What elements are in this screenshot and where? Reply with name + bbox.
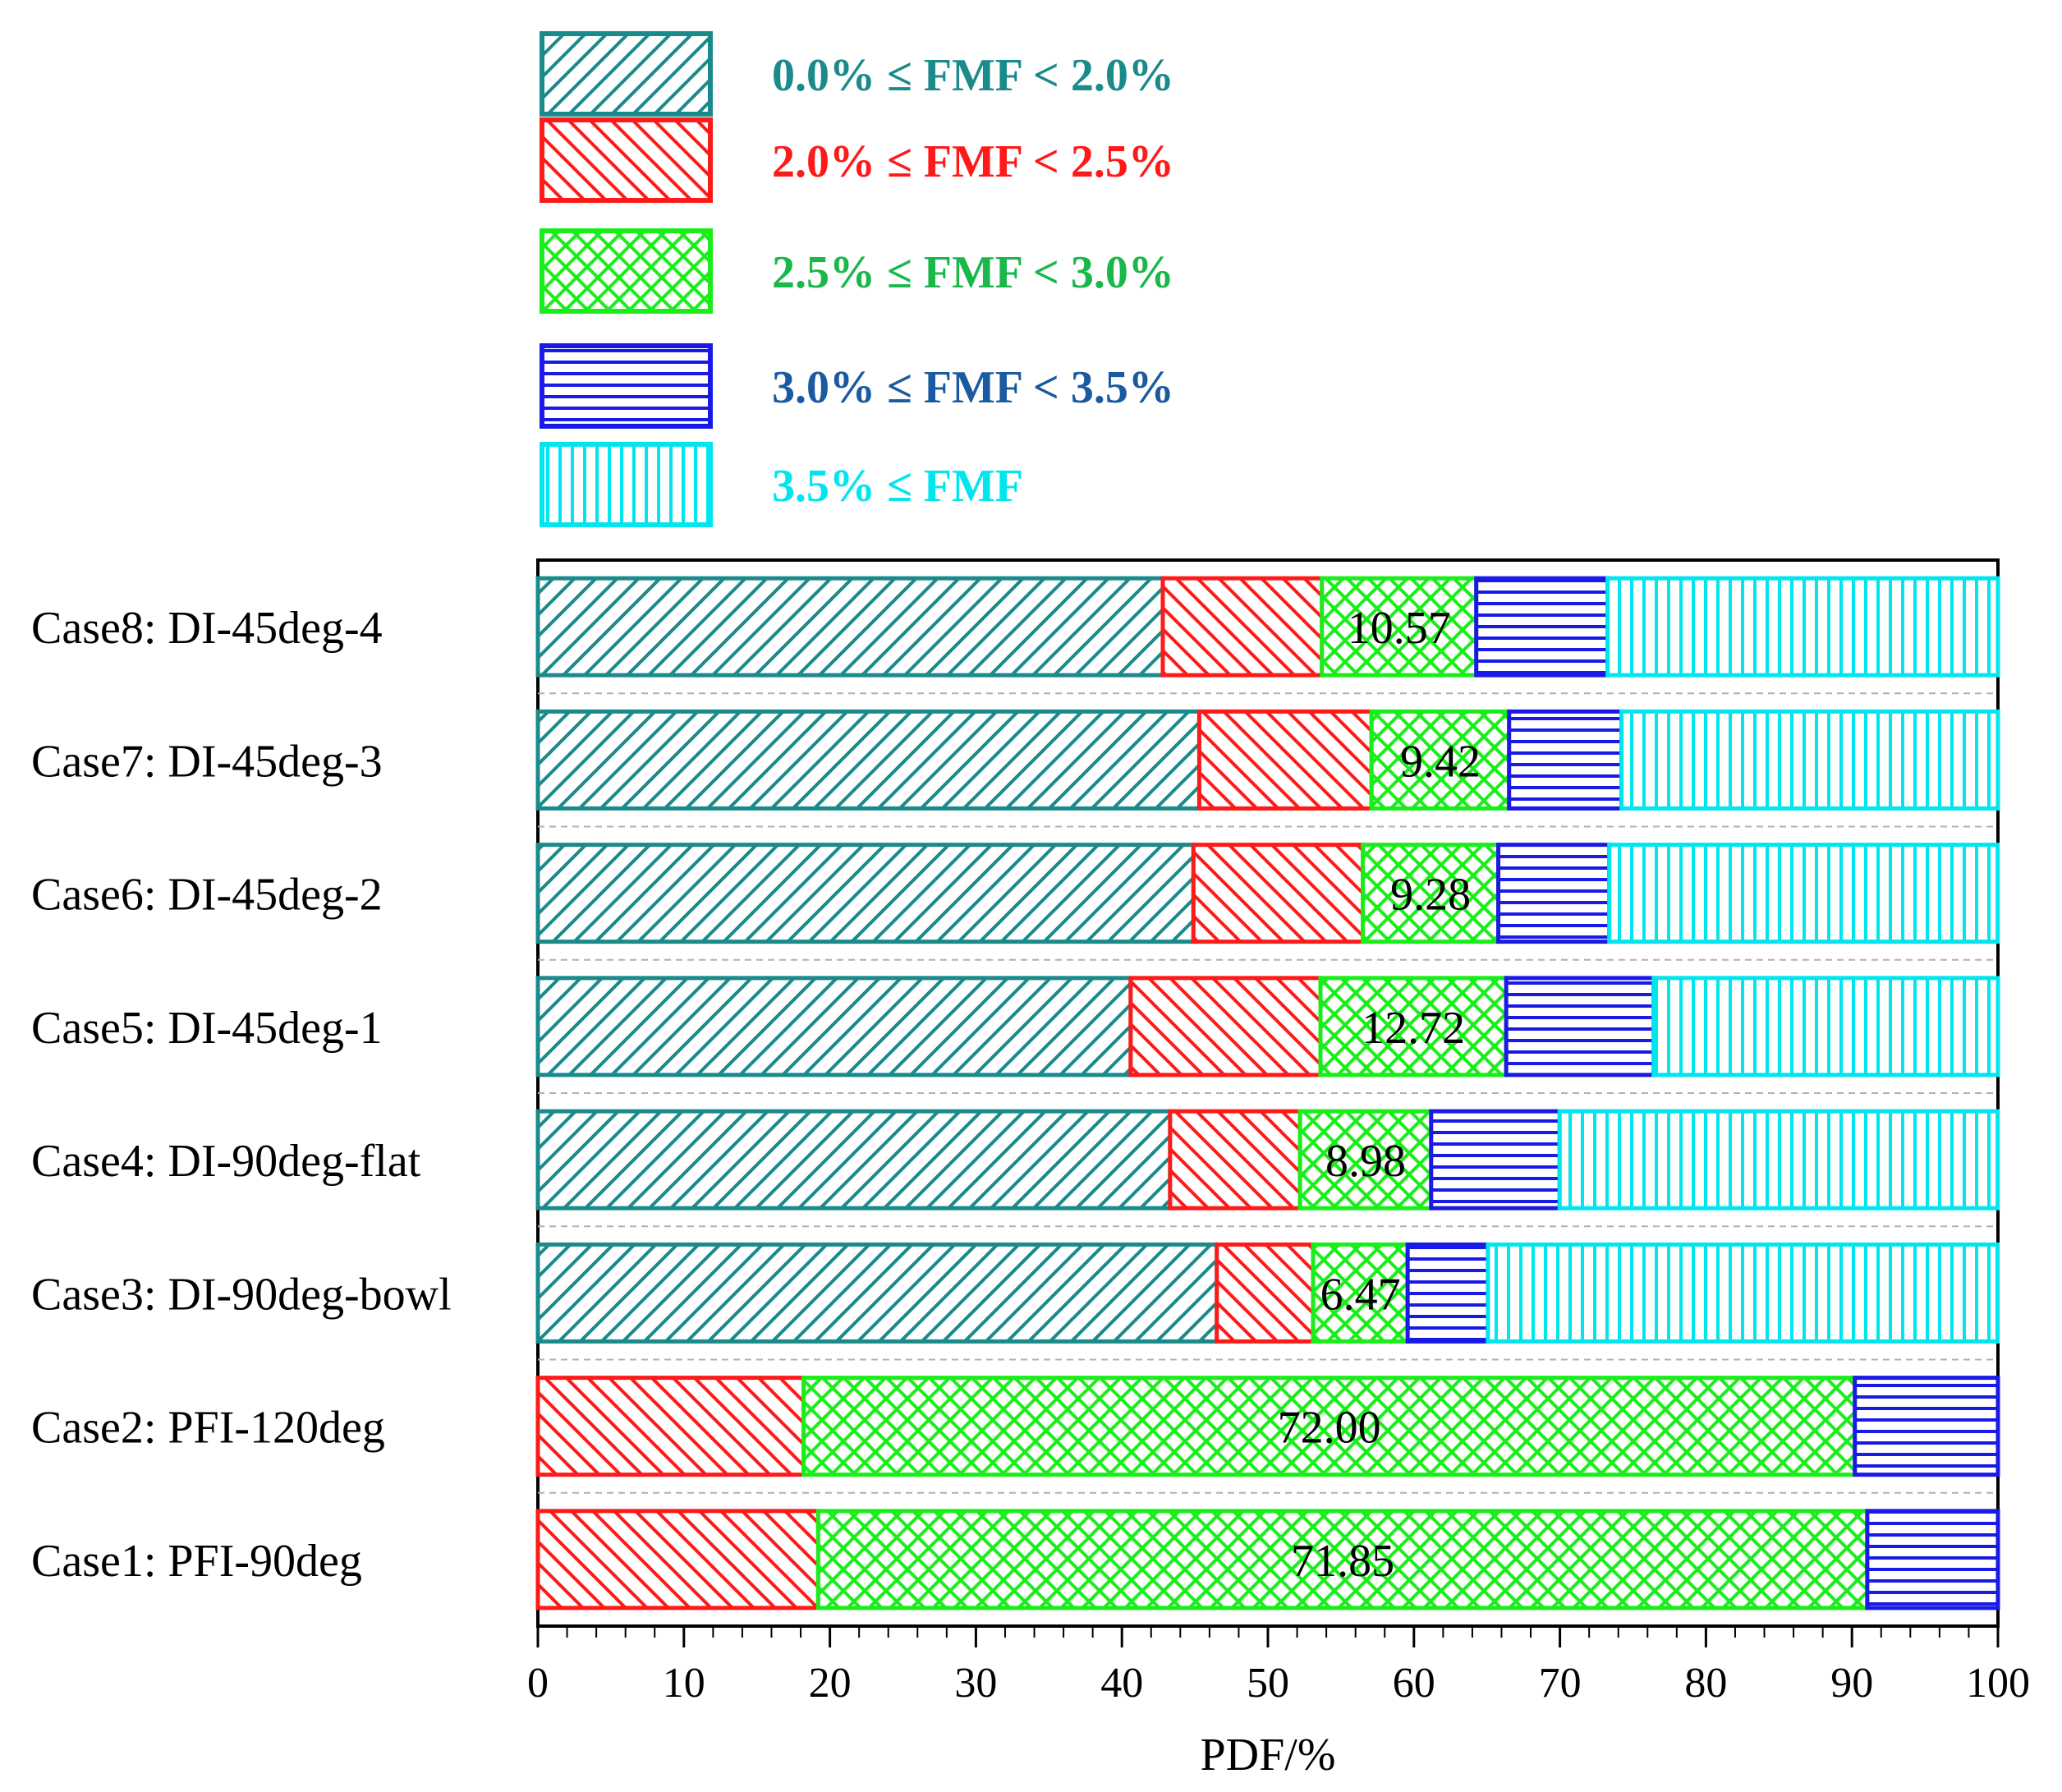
x-tick-label: 40 (1100, 1660, 1143, 1707)
category-label: Case5: DI-45deg-1 (31, 1003, 383, 1054)
bar-segment-case8-series5 (1605, 576, 2000, 678)
bar-segment-case8-series4 (1474, 576, 1610, 678)
bar-segment-case7-series1 (535, 709, 1201, 811)
data-label: 10.57 (1348, 603, 1451, 654)
bar-segment-case6-series1 (535, 843, 1196, 944)
bar-segment-case1-series2 (535, 1509, 820, 1611)
legend-label-1: 0.0% ≤ FMF < 2.0% (772, 50, 1174, 101)
bar-segment-case5-series2 (1128, 976, 1323, 1077)
category-label: Case4: DI-90deg-flat (31, 1136, 421, 1187)
bar-segment-case4-series4 (1429, 1109, 1562, 1211)
x-tick-label: 50 (1247, 1660, 1289, 1707)
bar-segment-case3-series5 (1486, 1242, 2000, 1344)
bar-segment-case7-series5 (1619, 709, 2000, 811)
bar-segment-case2-series2 (535, 1376, 806, 1477)
legend-label-3: 2.5% ≤ FMF < 3.0% (772, 247, 1174, 298)
bar-segment-case3-series1 (535, 1242, 1219, 1344)
x-tick-label: 10 (663, 1660, 705, 1707)
category-label: Case1: PFI-90deg (31, 1536, 362, 1587)
bar-segment-case7-series2 (1196, 709, 1374, 811)
bar-segment-case6-series5 (1607, 843, 2000, 944)
category-label: Case7: DI-45deg-3 (31, 736, 383, 787)
legend-swatch-3 (540, 228, 713, 314)
legend-swatch-5 (540, 442, 713, 527)
bar-segment-case4-series2 (1168, 1109, 1302, 1211)
bar-segment-case1-series3 (815, 1509, 1870, 1611)
bar-segment-case5-series4 (1504, 976, 1656, 1077)
x-tick-label: 60 (1393, 1660, 1435, 1707)
bar-segment-case6-series4 (1496, 843, 1612, 944)
data-label: 8.98 (1325, 1136, 1406, 1187)
x-axis-label: PDF/% (1201, 1730, 1336, 1781)
category-label: Case3: DI-90deg-bowl (31, 1269, 452, 1320)
legend-label-4: 3.0% ≤ FMF < 3.5% (772, 362, 1174, 413)
bar-segment-case3-series2 (1215, 1242, 1316, 1344)
bar-segment-case2-series4 (1853, 1376, 2000, 1477)
data-label: 72.00 (1278, 1403, 1381, 1454)
legend-swatch-2 (540, 117, 713, 203)
bar-segment-case4-series1 (535, 1109, 1173, 1211)
bar-segment-case5-series5 (1651, 976, 2000, 1077)
plot-area: Case8: DI-45deg-4 Case7: DI-45deg-3 Case6:… (31, 558, 2000, 1628)
x-axis: 0 10 20 30 40 50 60 70 80 90 100 PDF/% (527, 1626, 2030, 1781)
bar-segment-case8-series2 (1160, 576, 1325, 678)
data-label: 6.47 (1320, 1269, 1401, 1320)
bar-segment-case8-series1 (535, 576, 1165, 678)
bar-segment-case5-series3 (1318, 976, 1509, 1077)
bar-segment-case7-series4 (1507, 709, 1624, 811)
data-label: 71.85 (1291, 1536, 1394, 1587)
x-tick-label: 90 (1830, 1660, 1873, 1707)
legend-label-2: 2.0% ≤ FMF < 2.5% (772, 136, 1174, 187)
category-label: Case2: PFI-120deg (31, 1403, 385, 1454)
category-label: Case6: DI-45deg-2 (31, 870, 383, 921)
legend-swatch-1 (540, 31, 713, 117)
category-label: Case8: DI-45deg-4 (31, 603, 383, 654)
x-tick-label: 30 (954, 1660, 997, 1707)
bar-segment-case3-series3 (1311, 1242, 1410, 1344)
bar-segment-case8-series3 (1320, 576, 1479, 678)
data-label: 9.42 (1400, 736, 1481, 787)
bar-segment-case6-series2 (1191, 843, 1366, 944)
data-label: 12.72 (1362, 1003, 1465, 1054)
bar-segment-case1-series4 (1865, 1509, 2000, 1611)
bar-segment-case2-series3 (801, 1376, 1858, 1477)
x-tick-label: 100 (1966, 1660, 2030, 1707)
data-label: 9.28 (1390, 870, 1471, 921)
legend-label-5: 3.5% ≤ FMF (772, 461, 1023, 512)
bar-segment-case3-series4 (1405, 1242, 1490, 1344)
legend: 0.0% ≤ FMF < 2.0% 2.0% ≤ FMF < 2.5% 2.5% ≤… (540, 31, 1174, 527)
x-tick-label: 80 (1684, 1660, 1727, 1707)
x-tick-label: 70 (1539, 1660, 1582, 1707)
x-tick-label: 0 (527, 1660, 549, 1707)
bar-segment-case5-series1 (535, 976, 1133, 1077)
legend-swatch-4 (540, 343, 713, 429)
bar-segment-case4-series5 (1557, 1109, 2000, 1211)
x-tick-label: 20 (809, 1660, 852, 1707)
bar-segment-case4-series3 (1297, 1109, 1434, 1211)
